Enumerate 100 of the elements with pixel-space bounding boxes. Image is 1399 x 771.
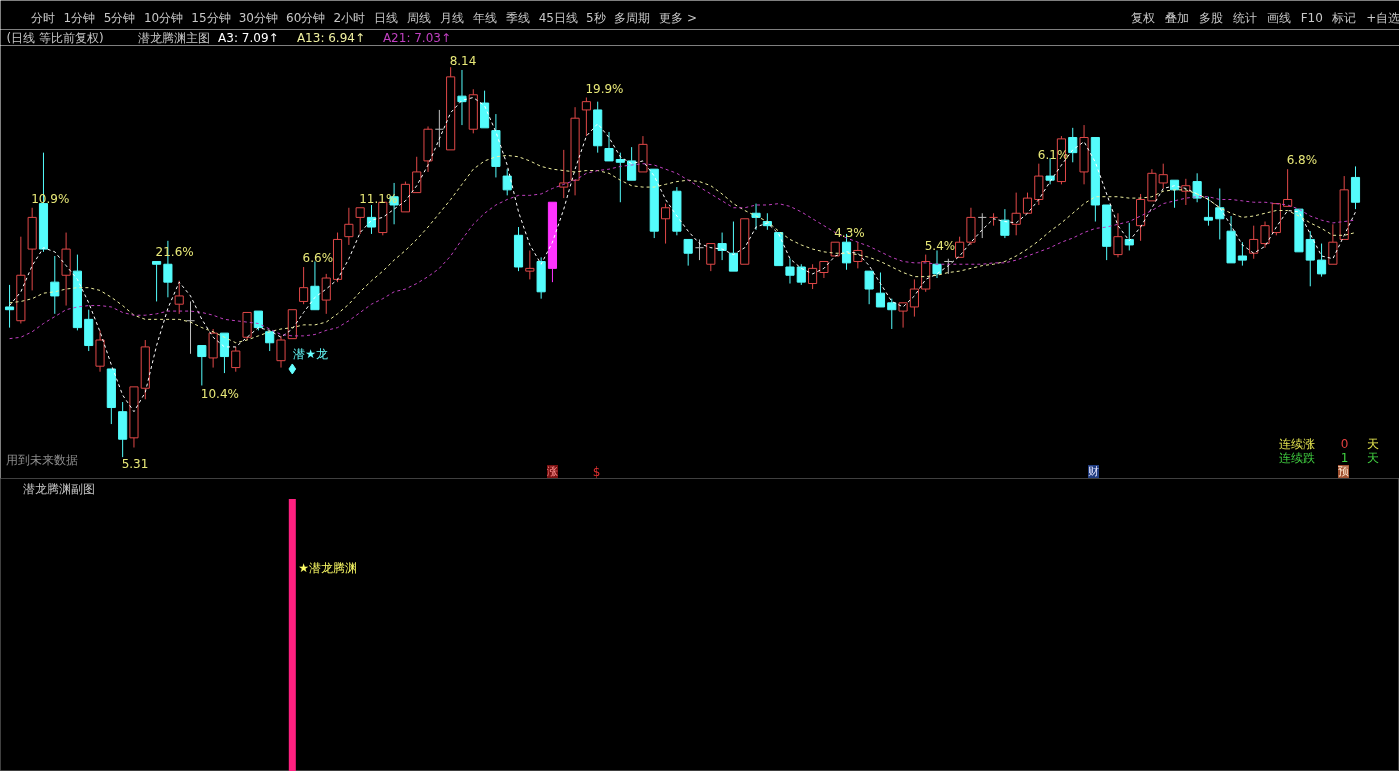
candlestick <box>559 149 569 199</box>
candlestick <box>219 332 230 374</box>
annotation: 连续涨 <box>1278 436 1315 451</box>
candlestick <box>457 69 467 126</box>
annotation: 连续跌 <box>1278 450 1315 465</box>
candlestick <box>672 186 682 236</box>
text: 60分钟 <box>286 10 326 25</box>
text: 叠加 <box>1164 10 1189 25</box>
candlestick <box>1260 221 1270 249</box>
candlestick <box>152 260 162 302</box>
candlestick <box>717 232 727 261</box>
annotation: 1 <box>1340 451 1349 465</box>
candlestick <box>627 146 637 181</box>
text: 天 <box>1366 436 1379 451</box>
candlestick <box>774 232 784 267</box>
text: 10.4% <box>200 387 239 402</box>
candlestick <box>95 329 105 373</box>
candlestick <box>740 218 750 265</box>
text: 1分钟 <box>63 10 96 25</box>
text: 月线 <box>439 10 464 25</box>
candlestick <box>1226 215 1236 264</box>
candlestick <box>785 258 795 285</box>
candlestick <box>547 201 558 283</box>
candlestick <box>197 345 207 386</box>
text: 5秒 <box>586 10 606 25</box>
candlestick <box>4 284 15 329</box>
candlestick <box>129 386 139 448</box>
candlestick <box>875 272 886 308</box>
candlestick <box>208 328 218 369</box>
candlestick <box>1113 212 1123 258</box>
candlestick <box>1147 168 1157 202</box>
candlestick <box>728 221 738 272</box>
candlestick <box>1294 208 1304 253</box>
text: F10 <box>1300 10 1323 25</box>
chart-subtitle: 潜龙腾渊主图 <box>138 30 211 45</box>
candlestick <box>16 236 26 324</box>
text: 15分钟 <box>191 10 231 25</box>
text: 涨 <box>547 465 558 478</box>
text: 多股 <box>1198 10 1223 25</box>
text: 5分钟 <box>103 10 136 25</box>
text: 5.4% <box>924 238 956 253</box>
candlestick <box>106 368 116 425</box>
annotation: ★潜龙腾渊 <box>298 560 358 575</box>
text: 多周期 <box>614 10 651 25</box>
candlestick <box>1079 124 1089 185</box>
candlestick <box>570 106 580 196</box>
candlestick <box>1339 175 1349 240</box>
text: 日线 <box>373 10 398 25</box>
text: 6.6% <box>302 251 334 265</box>
text: 统计 <box>1232 10 1257 25</box>
text: 标记 <box>1331 10 1357 25</box>
text: 2小时 <box>333 10 366 25</box>
candlestick <box>638 135 648 173</box>
text: 19.9% <box>585 81 624 96</box>
text: A21: 7.03↑ <box>382 30 452 45</box>
candlestick <box>480 90 490 129</box>
candlestick <box>977 212 987 239</box>
candlestick <box>1068 127 1078 163</box>
text: 4.3% <box>834 226 865 241</box>
text: $ <box>592 464 601 479</box>
text: 复权 <box>1130 10 1155 25</box>
text: 更多 > <box>659 10 698 25</box>
candlestick <box>423 125 433 173</box>
candlestick <box>491 113 501 178</box>
candlestick <box>412 156 422 194</box>
text: 45日线 <box>538 10 578 25</box>
series-label: 潜★龙 <box>293 346 329 361</box>
text: 6.8% <box>1286 153 1318 168</box>
candlestick <box>819 260 829 279</box>
candlestick <box>536 256 546 300</box>
candlestick <box>276 335 286 369</box>
text: 5.31 <box>121 457 149 472</box>
candlestick <box>1090 136 1100 223</box>
candlestick <box>1045 157 1055 185</box>
candlestick <box>446 66 456 151</box>
text: A3: 7.09↑ <box>218 30 279 45</box>
candlestick <box>830 241 840 257</box>
text: 天 <box>1366 450 1379 465</box>
annotation: 0 <box>1340 437 1349 451</box>
text: 预 <box>1338 465 1349 478</box>
text: 分时 <box>30 10 55 25</box>
chart-title: 潜龙腾渊副图 <box>22 481 95 496</box>
annotation: 用到未来数据 <box>5 452 78 467</box>
text: 画线 <box>1266 10 1291 25</box>
text: 年线 <box>472 10 497 25</box>
candlestick <box>1328 223 1338 265</box>
text: 周线 <box>406 10 431 25</box>
text: 财 <box>1088 465 1099 478</box>
text: 30分钟 <box>238 10 278 25</box>
chart-title: (日线 等比前复权) <box>6 30 104 45</box>
candlestick <box>27 207 37 291</box>
text: A13: 6.94↑ <box>296 30 366 45</box>
candlestick <box>265 331 275 352</box>
candlestick <box>185 300 196 355</box>
candlestick <box>932 249 942 279</box>
candlestick <box>864 270 874 305</box>
candlestick <box>909 278 919 318</box>
candlestick <box>898 302 908 329</box>
candlestick <box>966 207 976 246</box>
text: 8.14 <box>449 54 477 69</box>
